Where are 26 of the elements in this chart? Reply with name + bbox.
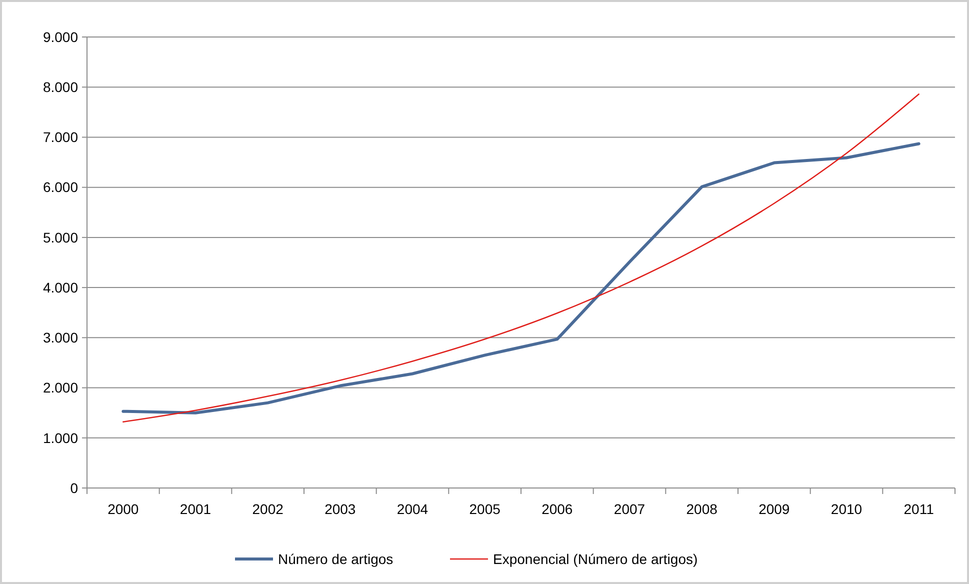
y-tick-label: 2.000: [42, 380, 78, 396]
x-tick-label: 2003: [324, 501, 356, 517]
x-tick-label: 2000: [108, 501, 139, 517]
line-series: [122, 93, 920, 423]
x-tick-label: 2007: [614, 501, 646, 517]
y-tick-label: 4.000: [42, 279, 78, 296]
x-tick-label: 2006: [542, 501, 573, 517]
x-tick-label: 2010: [830, 501, 862, 517]
x-tick-label: 2001: [180, 501, 212, 517]
y-tick-label: 7.000: [42, 129, 78, 146]
legend-label: Exponencial (Número de artigos): [493, 550, 698, 567]
y-tick-label: 5.000: [42, 229, 78, 246]
legend-label: Número de artigos: [278, 550, 394, 567]
x-tick-label: 2008: [686, 501, 718, 517]
x-tick-label: 2011: [904, 501, 934, 517]
x-tick-label: 2009: [758, 501, 790, 517]
x-tick-label: 2002: [252, 501, 284, 517]
x-tick-label: 2005: [469, 501, 501, 517]
y-tick-label: 8.000: [42, 79, 78, 96]
line-series: [122, 142, 920, 414]
x-tick-label: 2004: [396, 501, 428, 517]
y-tick-label: 1.000: [42, 430, 78, 446]
y-tick-label: 9.000: [42, 28, 78, 45]
y-tick-label: 0: [70, 480, 78, 496]
y-tick-label: 6.000: [42, 179, 78, 196]
y-tick-label: 3.000: [42, 330, 78, 346]
